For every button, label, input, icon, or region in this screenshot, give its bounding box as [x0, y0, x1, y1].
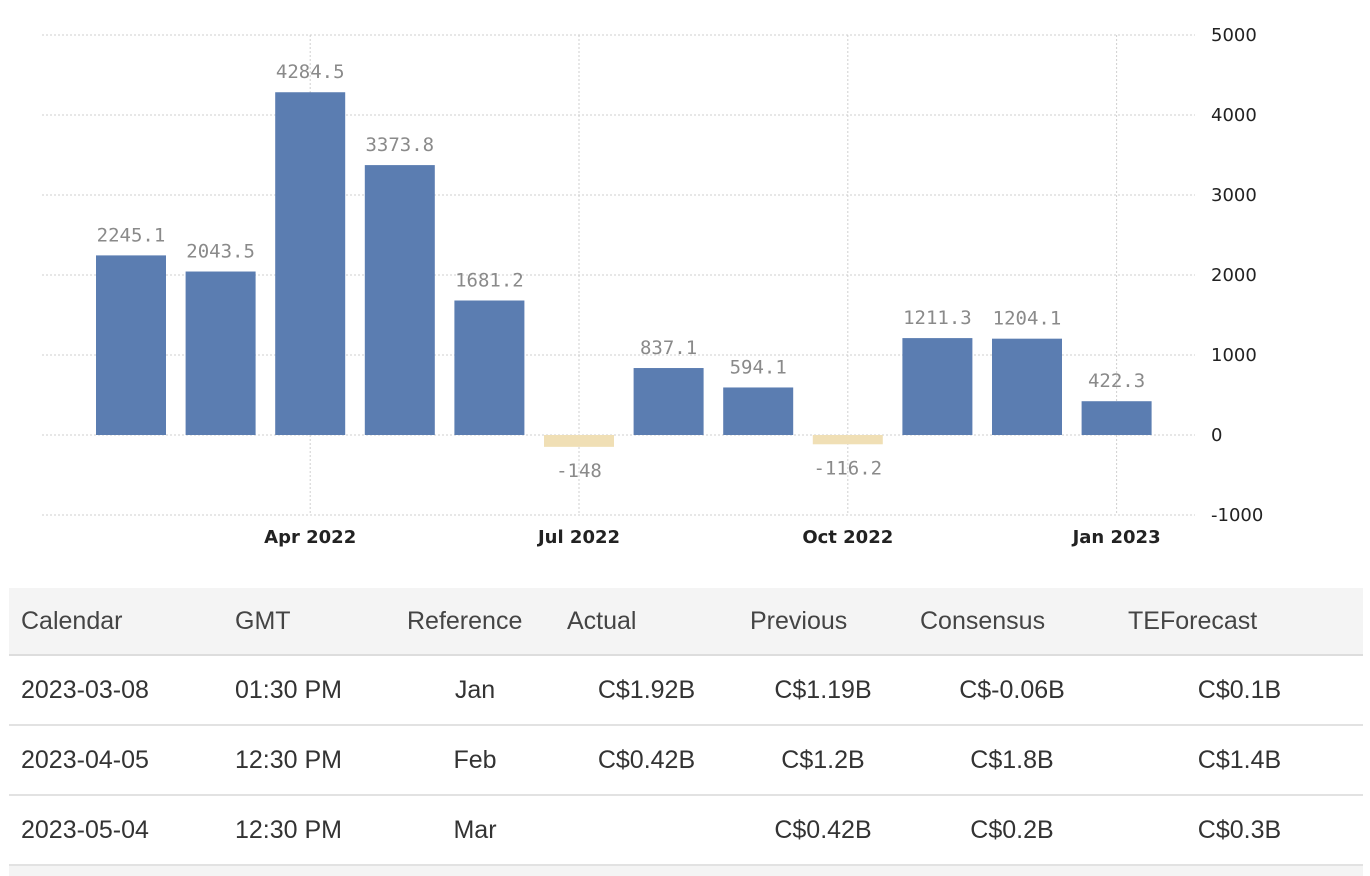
- cell-teforecast: C$0.1B: [1116, 655, 1363, 726]
- bar: [633, 368, 704, 435]
- bar-value-label: 1211.3: [903, 307, 972, 329]
- y-tick-label: -1000: [1211, 505, 1263, 526]
- chart-y-axis: 5000 4000 3000 2000 1000 0 -1000: [1211, 25, 1263, 526]
- bar-value-label: 422.3: [1088, 370, 1145, 392]
- bar: [812, 435, 883, 445]
- bar: [364, 165, 435, 435]
- bar-value-label: -148: [556, 460, 602, 482]
- cell-actual: C$0.42B: [555, 725, 738, 796]
- calendar-table: Calendar GMT Reference Actual Previous C…: [9, 588, 1363, 876]
- cell-consensus: C$-0.06B: [908, 655, 1116, 726]
- bar: [96, 255, 166, 435]
- cell-gmt: 12:30 PM: [223, 725, 395, 796]
- chart-bars: [96, 92, 1152, 447]
- bar: [544, 435, 614, 447]
- bar: [454, 300, 525, 435]
- cell-reference: Jan: [395, 655, 555, 726]
- cell-calendar: 2023-04-05: [9, 725, 223, 796]
- header-consensus: Consensus: [908, 588, 1116, 656]
- header-calendar: Calendar: [9, 588, 223, 656]
- table-row: 2023-05-04 12:30 PM Mar C$0.42B C$0.2B C…: [9, 795, 1363, 866]
- cell-actual: C$1.92B: [555, 655, 738, 726]
- calendar-table-container: Calendar GMT Reference Actual Previous C…: [9, 588, 1363, 876]
- x-tick-label: Jan 2023: [1071, 527, 1161, 548]
- cell-calendar: 2023-05-04: [9, 795, 223, 866]
- bar-value-label: 594.1: [730, 356, 787, 378]
- cell-partial: [9, 865, 1363, 876]
- cell-teforecast: C$0.3B: [1116, 795, 1363, 866]
- cell-previous: C$0.42B: [738, 795, 908, 866]
- bar-value-label: 1204.1: [993, 308, 1062, 330]
- balance-of-trade-chart: 2245.1 2043.5 4284.5 3373.8 1681.2 -148 837.1 5…: [42, 25, 1263, 548]
- bar: [723, 387, 794, 435]
- bar-value-label: 2043.5: [186, 241, 255, 263]
- x-tick-label: Oct 2022: [802, 527, 893, 548]
- bar: [902, 338, 973, 435]
- y-tick-label: 0: [1211, 425, 1222, 446]
- x-tick-label: Apr 2022: [264, 527, 356, 548]
- y-tick-label: 1000: [1211, 345, 1257, 366]
- bar-value-label: 2245.1: [97, 224, 166, 246]
- cell-previous: C$1.19B: [738, 655, 908, 726]
- bar-value-label: 4284.5: [276, 61, 345, 83]
- cell-gmt: 01:30 PM: [223, 655, 395, 726]
- cell-teforecast: C$1.4B: [1116, 725, 1363, 796]
- header-teforecast: TEForecast: [1116, 588, 1363, 656]
- y-tick-label: 3000: [1211, 185, 1257, 206]
- cell-actual: [555, 795, 738, 866]
- cell-consensus: C$0.2B: [908, 795, 1116, 866]
- cell-consensus: C$1.8B: [908, 725, 1116, 796]
- bar: [275, 92, 346, 436]
- y-tick-label: 5000: [1211, 25, 1257, 46]
- table-row: 2023-03-08 01:30 PM Jan C$1.92B C$1.19B …: [9, 655, 1363, 726]
- table-header-row: Calendar GMT Reference Actual Previous C…: [9, 588, 1363, 656]
- table-row: 2023-04-05 12:30 PM Feb C$0.42B C$1.2B C…: [9, 725, 1363, 796]
- bar-value-label: 837.1: [640, 337, 697, 359]
- x-tick-label: Jul 2022: [536, 527, 620, 548]
- header-gmt: GMT: [223, 588, 395, 656]
- bar: [992, 338, 1062, 435]
- chart-x-axis: Apr 2022 Jul 2022 Oct 2022 Jan 2023: [264, 527, 1160, 548]
- cell-gmt: 12:30 PM: [223, 795, 395, 866]
- cell-reference: Feb: [395, 725, 555, 796]
- chart-value-labels: 2245.1 2043.5 4284.5 3373.8 1681.2 -148 837.1 5…: [97, 61, 1146, 482]
- header-reference: Reference: [395, 588, 555, 656]
- bar: [1081, 401, 1152, 435]
- header-previous: Previous: [738, 588, 908, 656]
- bar: [185, 271, 256, 435]
- y-tick-label: 2000: [1211, 265, 1257, 286]
- cell-previous: C$1.2B: [738, 725, 908, 796]
- cell-reference: Mar: [395, 795, 555, 866]
- header-actual: Actual: [555, 588, 738, 656]
- table-row-partial: [9, 865, 1363, 876]
- bar-value-label: 3373.8: [365, 134, 434, 156]
- bar-value-label: -116.2: [813, 457, 882, 479]
- y-tick-label: 4000: [1211, 105, 1257, 126]
- cell-calendar: 2023-03-08: [9, 655, 223, 726]
- bar-value-label: 1681.2: [455, 270, 524, 292]
